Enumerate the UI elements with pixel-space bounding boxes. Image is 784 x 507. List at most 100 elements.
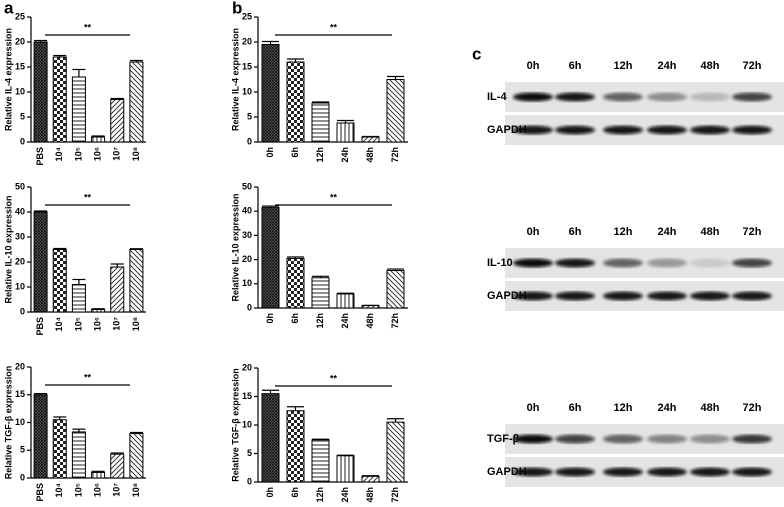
error-bar [287,256,304,259]
error-bar [287,406,304,411]
blot-band [732,258,772,268]
blot-band [603,92,643,102]
y-axis-label: Relative TGF-β expression [3,366,13,480]
blot-band [690,467,730,477]
y-tick-label: 0 [247,302,252,312]
error-bar [129,431,143,434]
lane-label: 72h [743,226,762,238]
significance-label: ** [84,22,92,32]
y-axis-label: Relative TGF-β expression [230,368,240,482]
y-tick-label: 10 [15,86,25,96]
y-tick-label: 40 [15,206,25,216]
error-bar [53,247,67,250]
row-label: GAPDH [487,290,527,302]
blot-band [555,258,595,268]
x-tick-label: 10⁵ [73,147,83,161]
bar [386,421,405,483]
y-tick-label: 20 [242,36,252,46]
y-tick-label: 0 [20,306,25,316]
x-tick-label: 10⁷ [112,317,122,331]
bar [71,284,86,313]
lane-label: 12h [614,60,633,72]
x-tick-label: 24h [340,487,350,503]
x-tick-label: 0h [265,313,275,324]
y-tick-label: 5 [247,448,252,458]
x-tick-label: 10⁷ [112,483,122,497]
y-tick-label: 25 [242,11,252,21]
x-tick-label: 10⁸ [131,147,141,161]
bar [71,76,86,143]
error-bar [72,68,86,77]
bar [261,393,280,483]
lane-label: 6h [569,60,582,72]
bar [386,269,405,309]
x-tick-label: 72h [390,487,400,503]
error-bar [129,59,143,62]
blot-band [555,291,595,301]
bar [311,439,330,483]
error-bar [34,393,48,395]
bar [129,249,144,313]
lane-label: 6h [569,226,582,238]
x-tick-label: 48h [365,313,375,329]
error-bar [362,135,379,138]
bar [33,394,48,479]
y-tick-label: 50 [15,181,25,191]
blot-band [647,291,687,301]
panel-label: a [4,0,14,17]
bar [52,56,67,143]
bar [91,309,106,313]
bar [261,207,280,309]
x-tick-label: 12h [315,487,325,503]
bar [129,433,144,479]
bar [110,266,125,313]
error-bar [387,418,404,423]
row-label: IL-4 [487,91,507,103]
y-tick-label: 5 [20,111,25,121]
bar [361,136,380,143]
error-bar [387,268,404,271]
blot-band [690,434,730,444]
error-bar [72,278,86,285]
bar [361,475,380,483]
row-label: TGF-β [487,433,520,445]
x-tick-label: 48h [365,487,375,503]
error-bar [312,101,329,103]
x-tick-label: 10⁶ [92,147,102,161]
bar [286,257,305,309]
y-tick-label: 10 [242,86,252,96]
x-tick-label: 6h [290,487,300,498]
bar [33,41,48,143]
significance-label: ** [330,22,338,32]
y-tick-label: 0 [20,472,25,482]
x-tick-label: 10⁸ [131,317,141,331]
x-tick-label: 48h [365,147,375,163]
x-tick-label: 10⁵ [73,317,83,331]
x-tick-label: 12h [315,313,325,329]
bar [71,431,86,479]
y-axis-label: Relative IL-10 expression [230,193,240,301]
bar [311,277,330,309]
blot-band [603,258,643,268]
lane-label: 12h [614,402,633,414]
blot-band [603,125,643,135]
x-tick-label: 72h [390,147,400,163]
x-tick-label: 24h [340,313,350,329]
error-bar [337,119,354,123]
bar [110,99,125,143]
blot-band [513,258,553,268]
x-tick-label: 0h [265,487,275,498]
blot-band [647,258,687,268]
error-bar [262,205,279,208]
y-tick-label: 30 [242,230,252,240]
y-axis-label: Relative IL-4 expression [3,28,13,131]
y-tick-label: 0 [247,476,252,486]
y-tick-label: 20 [15,256,25,266]
y-tick-label: 20 [15,361,25,371]
y-tick-label: 15 [242,391,252,401]
lane-label: 72h [743,60,762,72]
blot-band [690,258,730,268]
blot-band [513,467,553,477]
y-tick-label: 10 [242,419,252,429]
error-bar [34,210,48,212]
